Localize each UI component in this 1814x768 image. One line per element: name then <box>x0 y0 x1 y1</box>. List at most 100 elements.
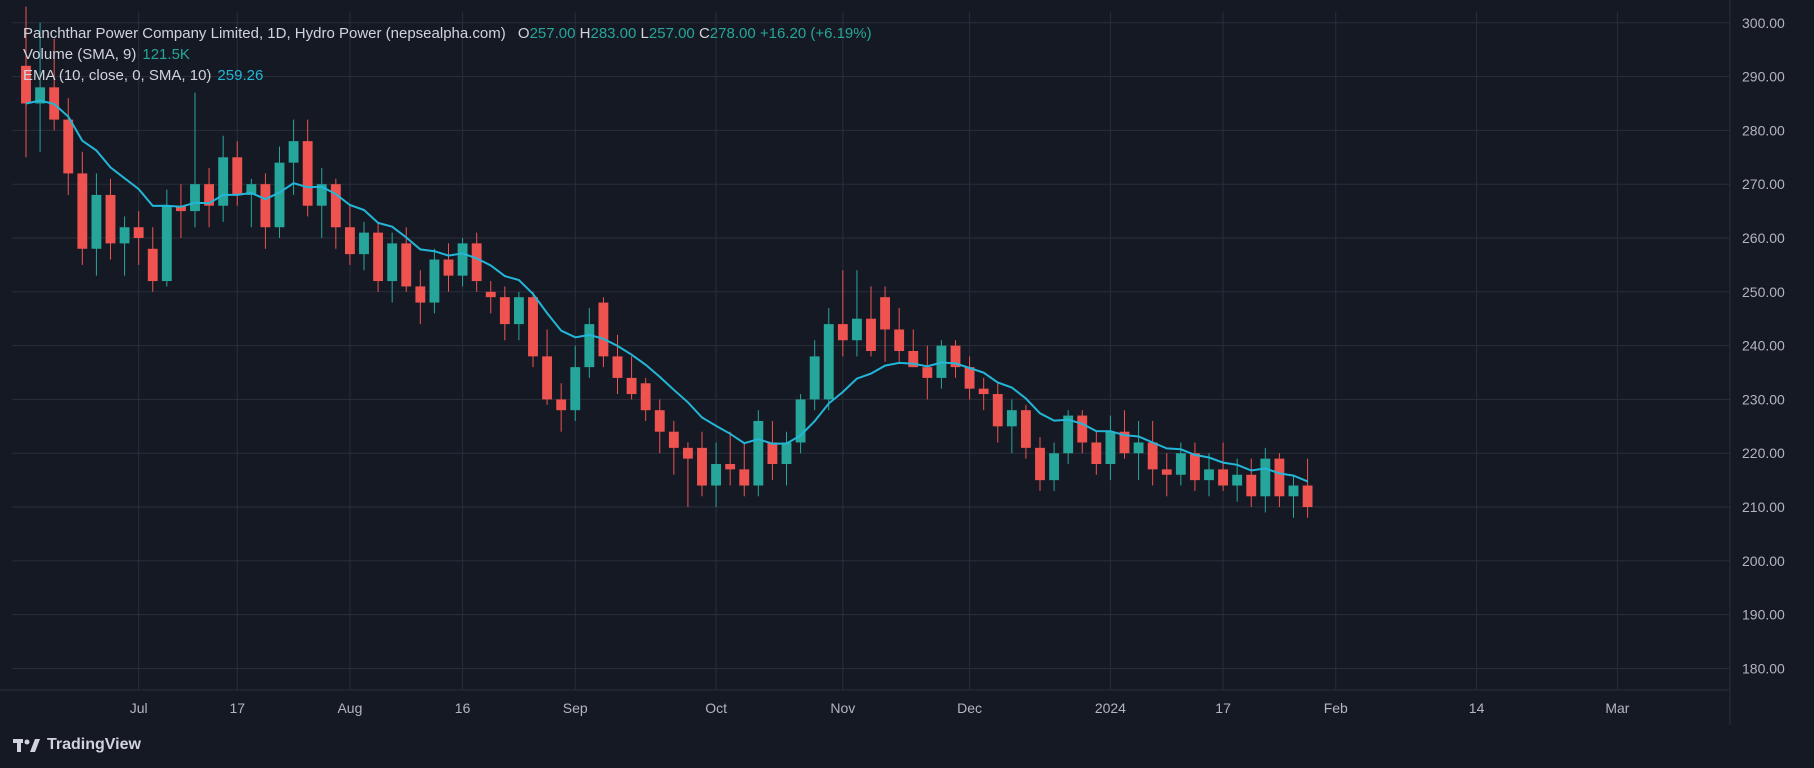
candle-body[interactable] <box>1288 485 1299 497</box>
candle-body[interactable] <box>711 464 722 486</box>
candle-body[interactable] <box>837 324 848 341</box>
candle-body[interactable] <box>739 469 750 486</box>
candle-body[interactable] <box>725 464 736 470</box>
candle-body[interactable] <box>697 447 707 486</box>
candle-body[interactable] <box>1091 442 1102 464</box>
candle-body[interactable] <box>612 356 623 378</box>
ema-line[interactable] <box>25 99 1308 483</box>
x-tick-label: 16 <box>455 700 471 716</box>
candle-body[interactable] <box>443 259 454 276</box>
candle-body[interactable] <box>682 447 693 459</box>
candle-body[interactable] <box>584 324 595 368</box>
candle-body[interactable] <box>457 243 468 276</box>
legend-ema-row[interactable]: EMA (10, close, 0, SMA, 10) 259.26 <box>23 65 872 86</box>
candle-body[interactable] <box>77 173 88 249</box>
candle-body[interactable] <box>232 157 243 195</box>
candle-body[interactable] <box>795 399 806 443</box>
candle-body[interactable] <box>1302 485 1313 508</box>
candle-body[interactable] <box>1204 469 1214 481</box>
candle-body[interactable] <box>21 65 31 104</box>
candle-body[interactable] <box>204 184 215 206</box>
candle-body[interactable] <box>401 243 412 287</box>
candle-body[interactable] <box>640 383 651 411</box>
candle-body[interactable] <box>147 248 158 282</box>
candle-body[interactable] <box>922 367 933 378</box>
candle-body[interactable] <box>753 420 764 486</box>
candle-body[interactable] <box>880 297 891 330</box>
candle-body[interactable] <box>316 184 327 206</box>
candle-body[interactable] <box>190 184 200 212</box>
candle-body[interactable] <box>1077 415 1088 443</box>
candle-body[interactable] <box>274 162 285 228</box>
candle-body[interactable] <box>570 367 581 411</box>
candle-body[interactable] <box>542 356 553 400</box>
candle-body[interactable] <box>556 399 567 411</box>
candle-body[interactable] <box>499 297 510 325</box>
candle-body[interactable] <box>1063 415 1074 454</box>
candle-body[interactable] <box>626 377 637 395</box>
candle-body[interactable] <box>1161 469 1172 475</box>
candle-body[interactable] <box>513 297 524 325</box>
candle-body[interactable] <box>330 184 341 228</box>
candle-body[interactable] <box>809 356 820 400</box>
candle-body[interactable] <box>1020 410 1031 448</box>
candle-body[interactable] <box>1119 431 1130 454</box>
candle-body[interactable] <box>654 410 665 432</box>
candle-body[interactable] <box>823 324 834 400</box>
candle-body[interactable] <box>344 227 355 255</box>
candle-body[interactable] <box>1133 442 1144 454</box>
candle-body[interactable] <box>260 184 271 228</box>
candle-body[interactable] <box>950 345 961 368</box>
candle-body[interactable] <box>175 205 186 212</box>
candle-body[interactable] <box>598 302 609 357</box>
candle-body[interactable] <box>1189 453 1200 481</box>
candle-body[interactable] <box>528 297 538 357</box>
candle-body[interactable] <box>105 194 116 244</box>
candle-body[interactable] <box>866 318 876 351</box>
candle-body[interactable] <box>359 232 369 255</box>
candle-body[interactable] <box>1260 458 1271 497</box>
candle-body[interactable] <box>964 367 975 389</box>
candle-body[interactable] <box>288 141 299 163</box>
candle-body[interactable] <box>471 243 482 282</box>
candle-body[interactable] <box>1035 447 1045 481</box>
candle-body[interactable] <box>851 318 862 341</box>
candle-body[interactable] <box>373 232 384 282</box>
candle-body[interactable] <box>63 119 74 174</box>
candle-body[interactable] <box>1147 442 1158 470</box>
candle-body[interactable] <box>91 194 102 249</box>
candle-body[interactable] <box>218 157 229 206</box>
candle-body[interactable] <box>668 431 679 448</box>
candle-body[interactable] <box>1006 410 1017 427</box>
candle-body[interactable] <box>908 351 919 368</box>
open-label: O <box>517 25 530 42</box>
candle-body[interactable] <box>1218 469 1229 486</box>
candle-body[interactable] <box>1274 458 1285 497</box>
change-value: +16.20 (+6.19%) <box>759 25 872 42</box>
candle-body[interactable] <box>1232 474 1243 486</box>
candle-body[interactable] <box>133 227 144 238</box>
candle-body[interactable] <box>429 259 440 303</box>
candle-body[interactable] <box>415 286 426 303</box>
candle-body[interactable] <box>1175 453 1186 475</box>
candle-body[interactable] <box>35 87 46 104</box>
candle-body[interactable] <box>1246 474 1257 497</box>
candle-body[interactable] <box>978 388 989 395</box>
candle-body[interactable] <box>781 442 792 464</box>
candle-body[interactable] <box>992 394 1003 427</box>
candle-body[interactable] <box>485 291 496 298</box>
candle-body[interactable] <box>767 442 778 464</box>
candle-body[interactable] <box>119 227 130 244</box>
candle-body[interactable] <box>894 329 905 351</box>
candle-body[interactable] <box>246 184 257 195</box>
candle-body[interactable] <box>1049 453 1060 481</box>
tradingview-brand[interactable]: TradingView <box>13 736 141 754</box>
brand-name: TradingView <box>47 736 141 753</box>
candle-body[interactable] <box>387 243 398 282</box>
candle-body[interactable] <box>1105 431 1116 464</box>
legend-volume-row[interactable]: Volume (SMA, 9) 121.5K <box>23 44 872 65</box>
candle-body[interactable] <box>302 141 313 206</box>
candle-body[interactable] <box>161 205 172 282</box>
